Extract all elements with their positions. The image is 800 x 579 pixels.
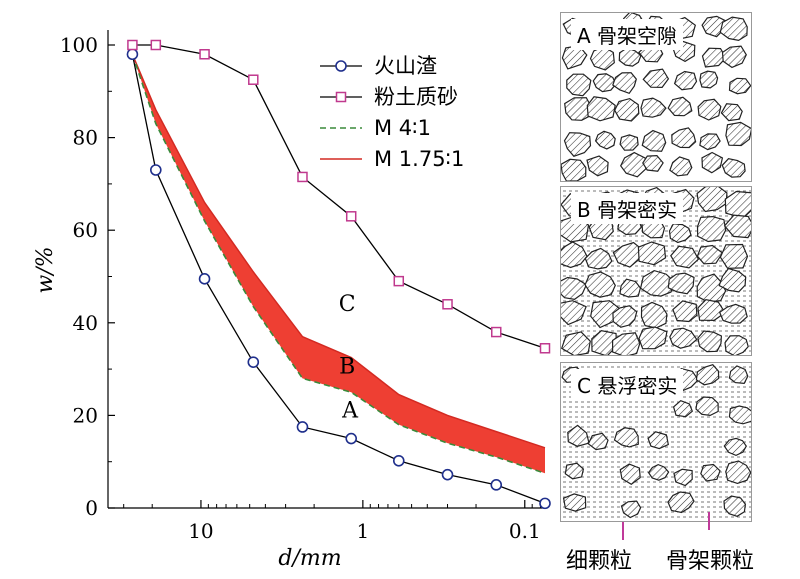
legend-label-1: 粉土质砂 xyxy=(374,85,458,109)
series-layer xyxy=(126,39,551,510)
series-silty-sand-line xyxy=(132,44,546,349)
panel-a-title: A 骨架空隙 xyxy=(571,19,684,50)
gradation-envelope-area xyxy=(132,54,545,474)
silty-sand-point-7 xyxy=(442,299,453,310)
x-tick-label-1: 1 xyxy=(356,519,369,543)
volcanic-slag-point-0 xyxy=(126,48,139,61)
fine-particle-marker xyxy=(622,522,624,540)
series-m-4-line xyxy=(131,54,546,475)
legend-label-3: M 1.75∶1 xyxy=(374,147,464,171)
annotations: C BA xyxy=(339,292,359,423)
silty-sand-point-3 xyxy=(248,74,259,85)
volcanic-slag-point-5 xyxy=(345,432,358,445)
y-tick-label-1: 20 xyxy=(73,403,98,427)
y-tick-label-4: 80 xyxy=(73,126,98,150)
volcanic-slag-point-6 xyxy=(392,454,405,467)
silty-sand-point-4 xyxy=(297,171,308,183)
series-m-1.75-line xyxy=(131,53,546,449)
silty-sand-point-0 xyxy=(127,39,138,51)
skeleton-particle-label: 骨架颗粒 xyxy=(666,549,755,574)
legend-label-0: 火山渣 xyxy=(374,54,437,78)
silty-sand-point-8 xyxy=(491,326,502,338)
y-tick-label-2: 40 xyxy=(73,311,98,335)
legend-marker-circle xyxy=(335,60,347,72)
volcanic-slag-point-8 xyxy=(490,479,503,491)
volcanic-slag-point-9 xyxy=(539,497,551,510)
series-volcanic-slag-line xyxy=(131,54,546,504)
panel-b-title: B 骨架密实 xyxy=(571,193,684,224)
volcanic-slag-point-1 xyxy=(150,164,162,176)
region-label-a: A xyxy=(341,399,359,424)
ticks: 0 20 40 60 80 100 10 1 0.1 xyxy=(60,33,541,543)
panel-c-title: C 悬浮密实 xyxy=(571,369,684,400)
panel-a-illustration xyxy=(561,13,751,181)
x-tick-label-0: 10 xyxy=(188,519,213,543)
y-tick-label-3: 60 xyxy=(73,218,98,242)
silty-sand-point-1 xyxy=(150,39,162,51)
region-label-b: B xyxy=(339,355,355,380)
volcanic-slag-point-2 xyxy=(198,273,211,285)
volcanic-slag-point-3 xyxy=(247,356,260,368)
silty-sand-point-2 xyxy=(199,49,210,60)
panel-svg-a-grains xyxy=(561,13,751,181)
x-axis-label: d/mm xyxy=(278,546,341,571)
y-tick-label-5: 100 xyxy=(60,33,98,57)
panel-c: C 悬浮密实 xyxy=(560,362,752,522)
y-axis-label: w/% xyxy=(33,246,58,293)
panel-b: B 骨架密实 xyxy=(560,186,752,356)
volcanic-slag-point-7 xyxy=(441,468,454,481)
legend-marker-square xyxy=(335,91,347,103)
fine-particle-label: 细颗粒 xyxy=(566,549,633,574)
y-tick-label-0: 0 xyxy=(85,496,98,520)
x-tick-label-2: 0.1 xyxy=(509,519,541,543)
skeleton-particle-marker xyxy=(708,512,710,530)
silty-sand-point-6 xyxy=(393,275,405,287)
axes xyxy=(107,30,545,509)
volcanic-slag-point-4 xyxy=(296,421,309,433)
silty-sand-point-9 xyxy=(539,343,551,354)
silty-sand-point-5 xyxy=(345,211,357,222)
panel-a: A 骨架空隙 xyxy=(560,12,752,182)
region-label-c: C xyxy=(339,292,356,317)
legend-label-2: M 4∶1 xyxy=(374,116,431,140)
